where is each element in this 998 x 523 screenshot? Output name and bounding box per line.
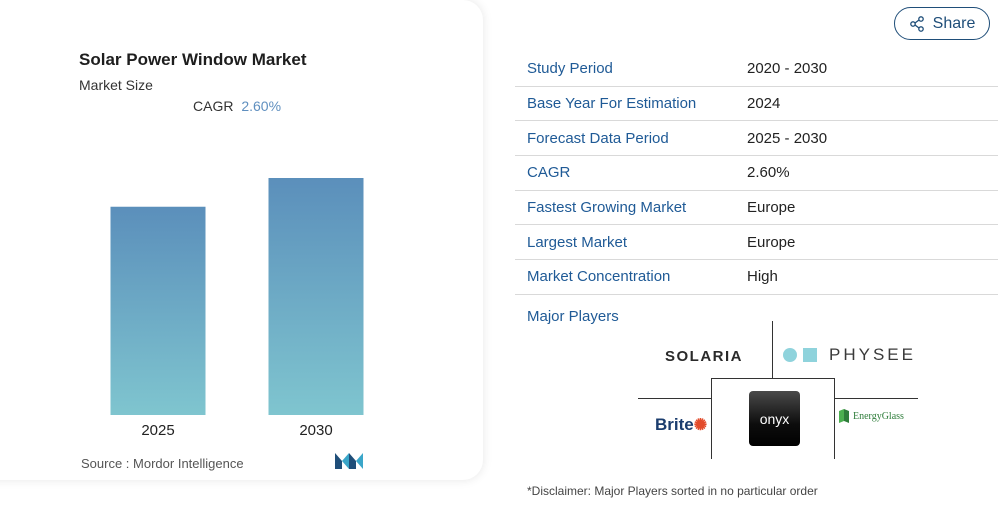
grid-line: [711, 378, 712, 459]
info-row-concentration: Market Concentration High: [515, 260, 998, 295]
bar-2030: [268, 178, 364, 415]
physee-square-icon: [803, 348, 817, 362]
energyglass-leaf-icon: [839, 409, 849, 423]
source-label: Source :: [81, 456, 130, 471]
info-value: High: [747, 268, 778, 286]
onyx-logo: onyx: [749, 391, 800, 446]
x-tick-label: 2025: [141, 422, 174, 439]
disclaimer-note: *Disclaimer: Major Players sorted in no …: [527, 484, 818, 498]
cagr-line: CAGR 2.60%: [193, 98, 281, 114]
info-row-base-year: Base Year For Estimation 2024: [515, 87, 998, 122]
market-size-card: [0, 0, 483, 480]
share-label: Share: [932, 14, 976, 32]
source-note: Source : Mordor Intelligence: [81, 456, 244, 471]
info-label: CAGR: [527, 164, 571, 182]
brite-sun-icon: ✺: [693, 417, 708, 434]
physee-logo-text: PHYSEE: [829, 345, 916, 364]
energyglass-logo: EnergyGlass: [838, 408, 904, 424]
x-tick-label: 2030: [299, 422, 332, 439]
grid-line: [711, 378, 835, 379]
chart-subtitle: Market Size: [79, 77, 153, 93]
chart-title: Solar Power Window Market: [79, 50, 307, 69]
info-label: Study Period: [527, 60, 613, 78]
info-row-study-period: Study Period 2020 - 2030: [515, 52, 998, 87]
info-value: Europe: [747, 199, 796, 217]
market-info-table: Study Period 2020 - 2030 Base Year For E…: [515, 52, 998, 295]
info-row-cagr: CAGR 2.60%: [515, 156, 998, 191]
brite-logo: Brite✺: [655, 415, 707, 435]
share-icon: [909, 15, 924, 32]
info-value: Europe: [747, 233, 796, 251]
info-value: 2020 - 2030: [747, 60, 828, 78]
info-row-largest-market: Largest Market Europe: [515, 225, 998, 261]
bar-chart: 2025 2030: [110, 178, 364, 439]
brite-logo-text: Brite: [655, 415, 694, 434]
solaria-logo: SOLARIA: [665, 348, 743, 365]
cagr-value: 2.60%: [241, 98, 282, 114]
energyglass-logo-text: EnergyGlass: [853, 410, 904, 422]
cagr-label: CAGR: [193, 98, 234, 114]
info-label: Largest Market: [527, 233, 628, 251]
major-players-title: Major Players: [527, 308, 619, 325]
info-label: Base Year For Estimation: [527, 95, 697, 113]
onyx-logo-text: onyx: [759, 410, 790, 427]
mordor-logo-icon: [335, 453, 363, 469]
grid-line: [772, 321, 773, 378]
info-label: Market Concentration: [527, 268, 671, 286]
info-value: 2.60%: [747, 164, 790, 182]
info-label: Forecast Data Period: [527, 129, 669, 147]
info-label: Fastest Growing Market: [527, 199, 687, 217]
source-value: Mordor Intelligence: [133, 456, 244, 471]
grid-line: [834, 378, 835, 459]
physee-logo: PHYSEE: [783, 345, 916, 365]
physee-circle-icon: [783, 348, 797, 362]
info-row-fastest-growing: Fastest Growing Market Europe: [515, 191, 998, 226]
grid-line: [835, 398, 918, 399]
info-value: 2025 - 2030: [747, 129, 828, 147]
info-row-forecast-period: Forecast Data Period 2025 - 2030: [515, 121, 998, 157]
info-value: 2024: [747, 95, 781, 113]
bar-2025: [110, 206, 206, 415]
share-button[interactable]: Share: [894, 7, 990, 40]
grid-line: [638, 398, 711, 399]
